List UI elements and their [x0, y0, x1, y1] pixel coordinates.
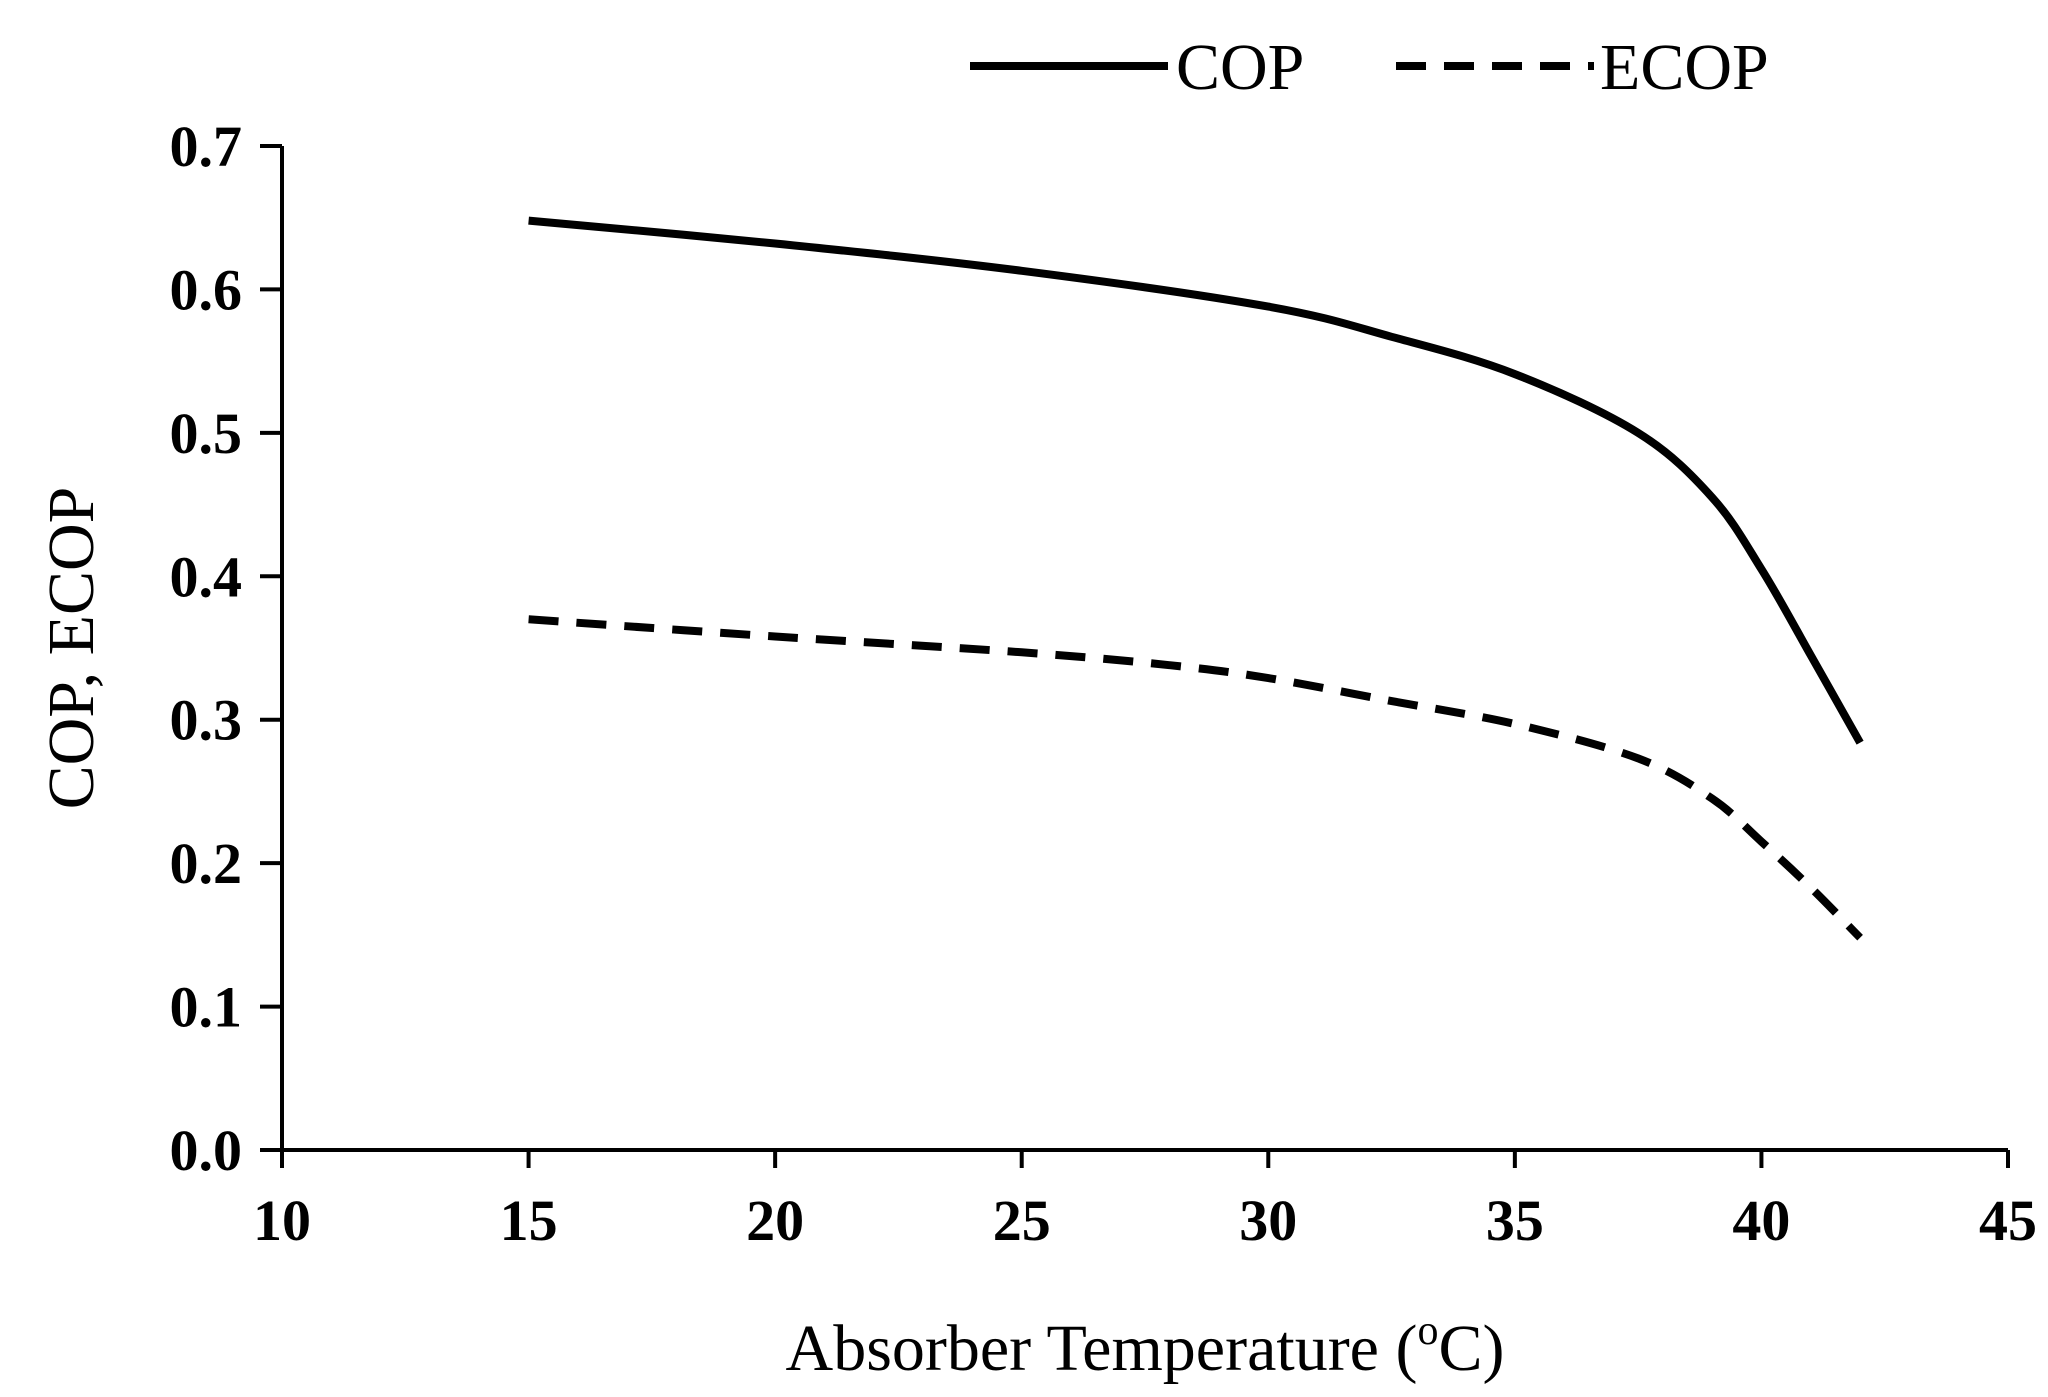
series-layer — [528, 216, 1864, 941]
series-line-ecop — [528, 615, 1863, 941]
x-tick-label: 45 — [1979, 1188, 2037, 1253]
x-axis-title-superscript: o — [1417, 1308, 1438, 1354]
y-axis-title: COP, ECOP — [35, 487, 108, 810]
y-tick-label: 0.3 — [170, 688, 243, 753]
x-tick-label: 15 — [500, 1188, 558, 1253]
x-tick-label: 10 — [253, 1188, 311, 1253]
x-tick-label: 40 — [1732, 1188, 1790, 1253]
x-ticks: 10 15 20 25 30 35 40 45 — [253, 1150, 2037, 1253]
x-axis-title: Absorber Temperature (oC) — [786, 1308, 1505, 1385]
legend-label-ecop: ECOP — [1600, 31, 1769, 104]
x-axis-title-end: C) — [1438, 1312, 1504, 1385]
x-tick-label: 30 — [1239, 1188, 1297, 1253]
y-tick-label: 0.1 — [170, 975, 243, 1040]
y-tick-label: 0.2 — [170, 831, 243, 896]
x-tick-label: 20 — [746, 1188, 804, 1253]
x-tick-label: 25 — [993, 1188, 1051, 1253]
x-tick-label: 35 — [1486, 1188, 1544, 1253]
legend: COP ECOP — [970, 31, 1769, 104]
y-tick-label: 0.6 — [170, 257, 243, 322]
x-axis-title-main: Absorber Temperature ( — [786, 1312, 1418, 1385]
y-ticks: 0.0 0.1 0.2 0.3 0.4 0.5 0.6 0.7 — [170, 114, 282, 1183]
y-tick-label: 0.5 — [170, 401, 243, 466]
y-tick-label: 0.0 — [170, 1118, 243, 1183]
legend-label-cop: COP — [1176, 31, 1304, 104]
series-line-cop — [528, 216, 1864, 745]
y-tick-label: 0.7 — [170, 114, 243, 179]
y-tick-label: 0.4 — [170, 544, 243, 609]
axes: 0.0 0.1 0.2 0.3 0.4 0.5 0.6 0.7 10 15 20 25 30 35 40 4… — [170, 114, 2038, 1253]
